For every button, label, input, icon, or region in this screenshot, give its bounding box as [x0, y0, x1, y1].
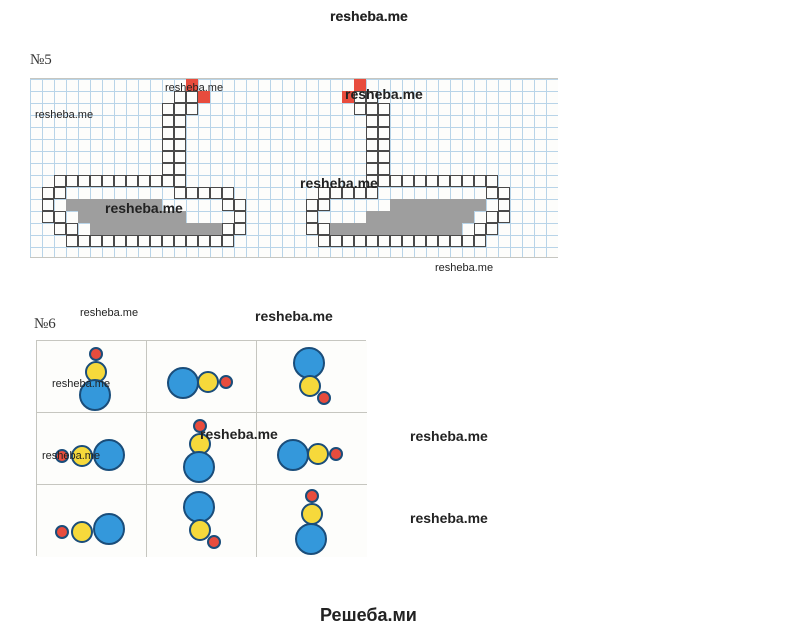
swan-panel-0	[30, 78, 294, 258]
grid-cell	[37, 485, 147, 557]
circle-red	[317, 391, 331, 405]
circle-grid	[36, 340, 366, 556]
circle-red	[219, 375, 233, 389]
circle-yellow	[301, 503, 323, 525]
circle-red	[55, 525, 69, 539]
circle-yellow	[307, 443, 329, 465]
watermark-text: resheba.me	[330, 8, 408, 24]
watermark-text: resheba.me	[410, 510, 488, 526]
swan-panel-1	[294, 78, 558, 258]
watermark-text: resheba.me	[80, 307, 138, 319]
exercise-5-label: №5	[30, 52, 52, 69]
watermark-text: resheba.me	[255, 308, 333, 324]
header-watermark: resheba.me	[330, 8, 408, 24]
circle-red	[329, 447, 343, 461]
circle-yellow	[71, 521, 93, 543]
circle-blue	[167, 367, 199, 399]
circle-red	[55, 449, 69, 463]
watermark-text: resheba.me	[410, 428, 488, 444]
circle-red	[305, 489, 319, 503]
circle-blue	[295, 523, 327, 555]
circle-blue	[79, 379, 111, 411]
circle-blue	[183, 451, 215, 483]
exercise-6-label: №6	[34, 316, 56, 333]
grid-cell	[37, 413, 147, 485]
watermark-text: resheba.me	[435, 262, 493, 274]
circle-yellow	[71, 445, 93, 467]
circle-blue	[93, 513, 125, 545]
circle-red	[193, 419, 207, 433]
circle-yellow	[197, 371, 219, 393]
circle-blue	[93, 439, 125, 471]
footer-text: Решеба.ми	[320, 605, 417, 626]
circle-red	[207, 535, 221, 549]
circle-red	[89, 347, 103, 361]
circle-blue	[277, 439, 309, 471]
